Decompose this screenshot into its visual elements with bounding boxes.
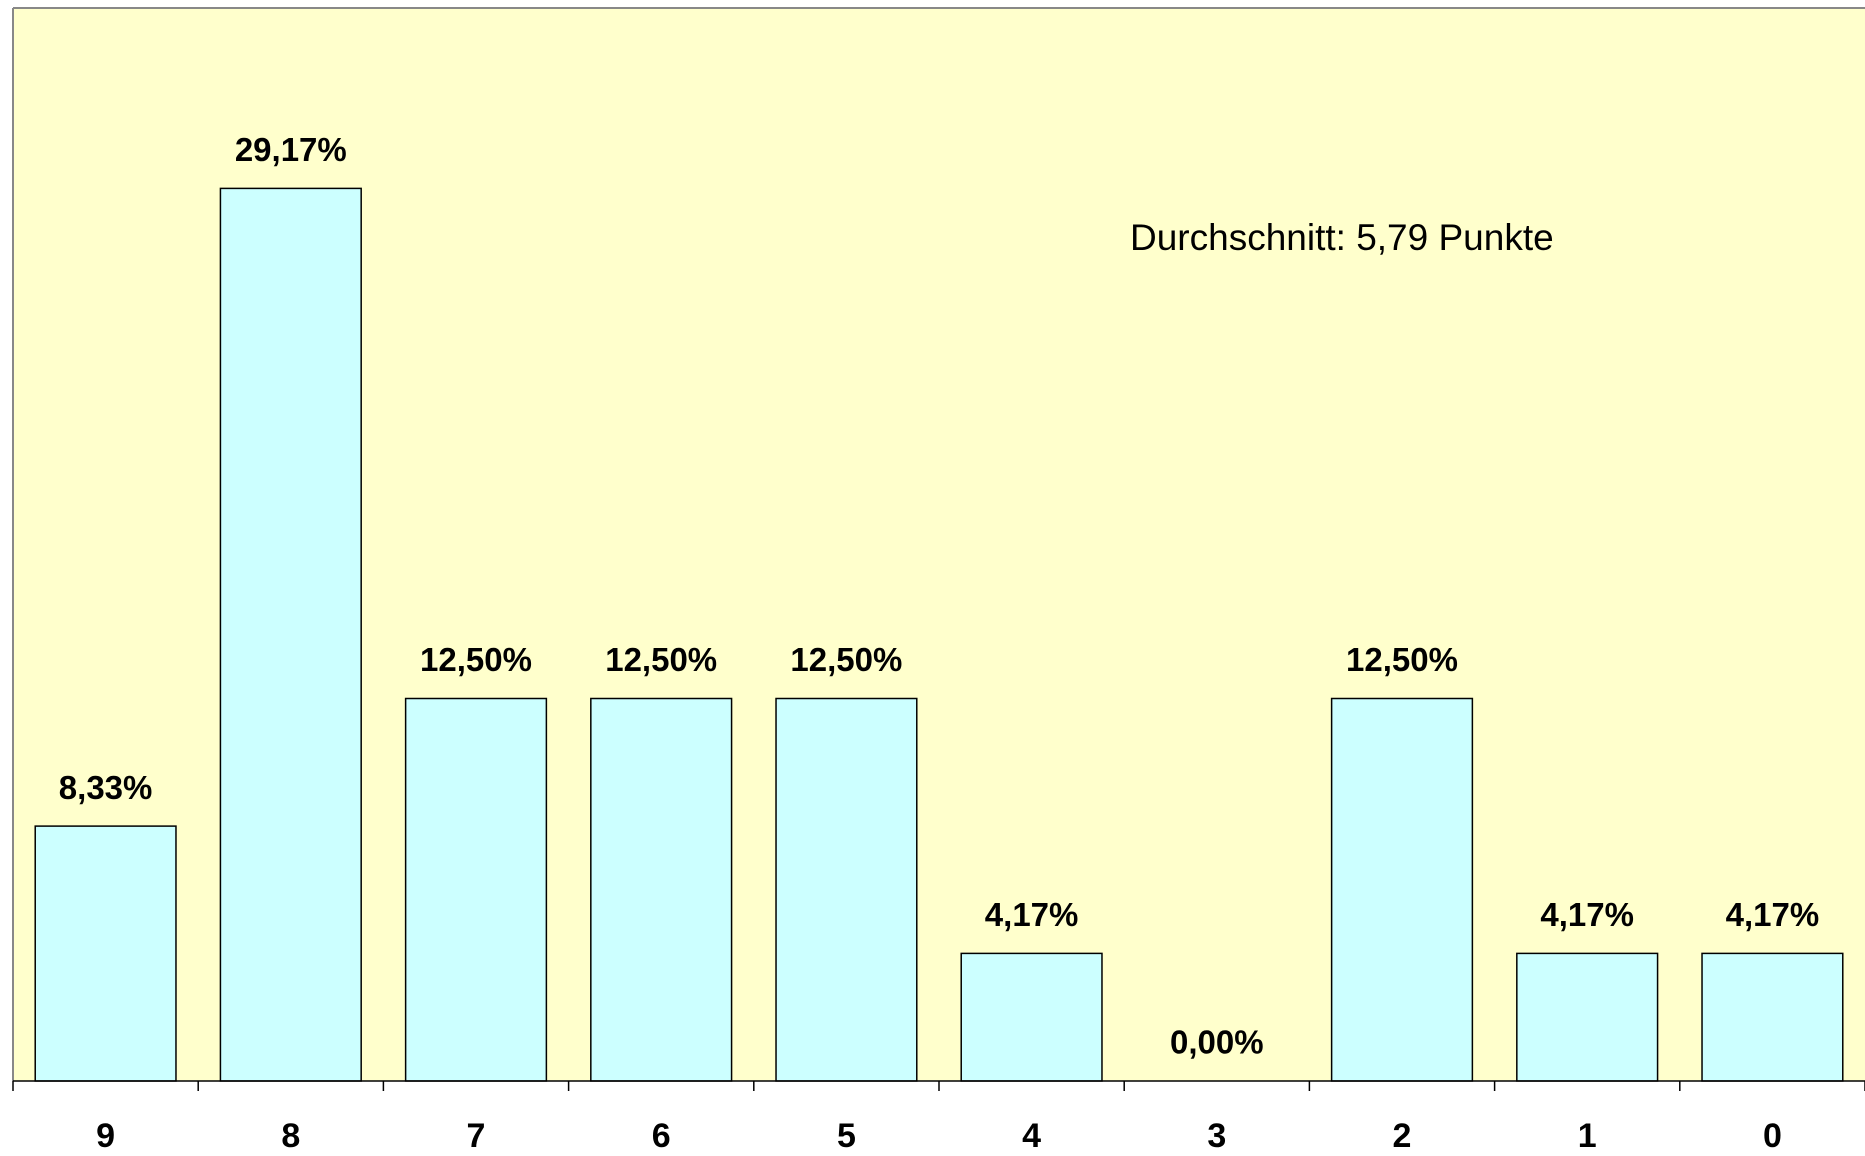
value-label: 29,17%	[235, 131, 347, 168]
value-label: 12,50%	[790, 641, 902, 678]
value-label: 4,17%	[985, 896, 1079, 933]
bar	[1516, 952, 1659, 1082]
x-tick-label: 8	[281, 1117, 300, 1155]
x-tick-label: 9	[96, 1117, 115, 1155]
value-label: 12,50%	[420, 641, 532, 678]
value-label: 4,17%	[1540, 896, 1634, 933]
x-tick-label: 4	[1022, 1117, 1041, 1155]
bar	[219, 187, 362, 1082]
value-label: 0,00%	[1170, 1024, 1264, 1061]
x-tick-label: 5	[837, 1117, 856, 1155]
bar	[404, 697, 548, 1082]
annotation: Durchschnitt: 5,79 Punkte	[1130, 217, 1554, 258]
bar	[34, 825, 177, 1082]
bar	[775, 697, 918, 1082]
bar	[1330, 697, 1474, 1082]
bar	[960, 952, 1103, 1082]
value-label: 12,50%	[605, 641, 717, 678]
value-label: 12,50%	[1346, 641, 1458, 678]
x-tick-label: 0	[1763, 1117, 1782, 1155]
x-tick-label: 7	[467, 1117, 486, 1155]
value-label: 4,17%	[1726, 896, 1820, 933]
x-tick-label: 3	[1207, 1117, 1226, 1155]
x-tick-label: 2	[1393, 1117, 1412, 1155]
x-tick-label: 6	[652, 1117, 671, 1155]
bar	[590, 697, 733, 1082]
bar	[1701, 952, 1844, 1082]
x-tick-label: 1	[1578, 1117, 1597, 1155]
value-label: 8,33%	[59, 769, 153, 806]
